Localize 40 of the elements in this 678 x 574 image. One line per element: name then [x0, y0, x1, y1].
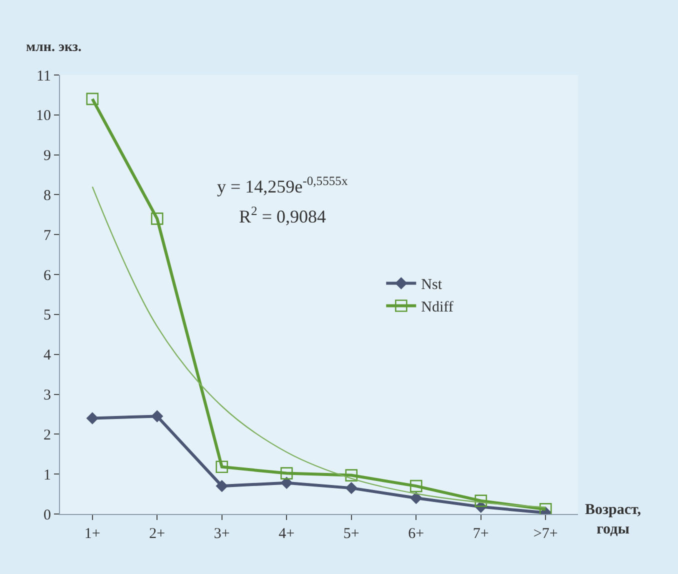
y-tick-label: 1	[44, 467, 51, 484]
point	[539, 503, 552, 514]
y-tick-label: 8	[44, 188, 51, 204]
point	[280, 477, 292, 489]
legend-label: Ndiff	[421, 300, 454, 316]
y-tick-label: 10	[36, 108, 51, 124]
point	[216, 480, 228, 492]
y-tick-label: 3	[44, 388, 51, 404]
x-tick-label: >7+	[533, 526, 558, 542]
point	[280, 467, 293, 480]
point	[346, 482, 358, 494]
point	[150, 212, 164, 225]
x-tick-label: 6+	[408, 526, 424, 542]
point	[86, 412, 98, 424]
y-tick-label: 2	[44, 427, 51, 444]
x-tick-label: 1+	[84, 526, 100, 542]
annotation: R$^{2}$ = 0,9084	[239, 204, 326, 227]
y-tick-label: 0	[44, 507, 51, 524]
x-tick-label: 3+	[214, 526, 230, 542]
point	[151, 410, 163, 422]
y-tick-label: 4	[44, 348, 52, 364]
x-axis-title: Возраст, годы	[585, 502, 642, 538]
point	[410, 480, 422, 492]
point	[345, 469, 358, 482]
x-tick-label: 5+	[343, 526, 360, 542]
point	[474, 494, 488, 507]
y-axis-title: млн. экз.	[26, 40, 82, 55]
legend-label: Nst	[421, 277, 443, 294]
y-tick-label: 11	[36, 68, 51, 84]
x-tick-label: 2+	[149, 526, 166, 542]
y-tick-label: 7	[44, 228, 52, 244]
point	[86, 92, 99, 106]
x-tick-label: 4+	[278, 526, 295, 542]
y-tick-label: 5	[44, 308, 51, 324]
y-tick-label: 9	[44, 148, 51, 164]
point	[216, 460, 228, 474]
annotation: y = 14,259e$^{-0,5555x}$	[217, 174, 348, 197]
y-tick-label: 6	[44, 268, 52, 284]
point	[410, 492, 422, 504]
x-tick-label: 7+	[472, 526, 489, 542]
